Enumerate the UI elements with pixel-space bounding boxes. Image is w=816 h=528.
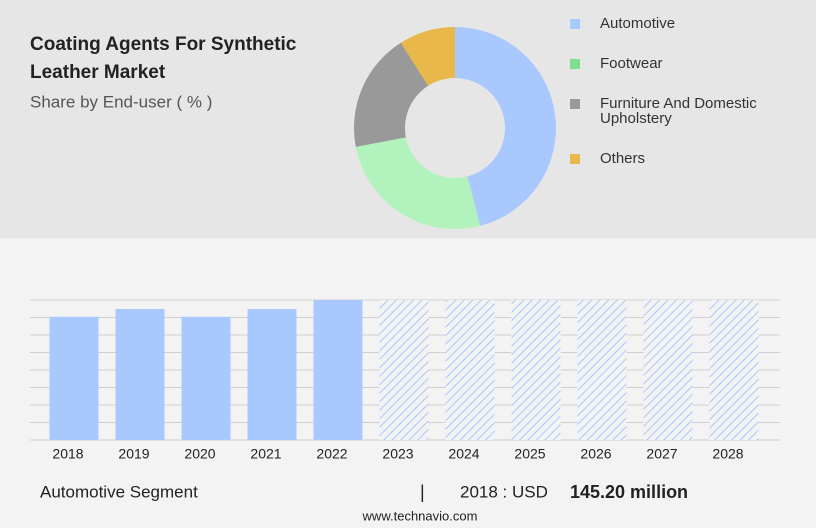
legend-item: Automotive bbox=[570, 16, 810, 31]
x-tick-label: 2023 bbox=[382, 446, 413, 462]
x-tick-label: 2025 bbox=[514, 446, 545, 462]
legend-label: Furniture And Domestic Upholstery bbox=[600, 95, 757, 127]
footer-separator: | bbox=[420, 482, 425, 502]
forecast-placeholder bbox=[379, 300, 429, 440]
forecast-placeholder bbox=[445, 300, 495, 440]
x-tick-label: 2019 bbox=[118, 446, 149, 462]
bar bbox=[313, 300, 363, 440]
legend-swatch bbox=[570, 99, 580, 109]
legend-swatch bbox=[570, 59, 580, 69]
x-tick-label: 2024 bbox=[448, 446, 479, 462]
x-tick-label: 2028 bbox=[712, 446, 743, 462]
bar bbox=[247, 308, 297, 440]
forecast-placeholder bbox=[643, 300, 693, 440]
legend-item: Footwear bbox=[570, 56, 810, 71]
donut-segment bbox=[354, 42, 429, 147]
forecast-placeholder bbox=[709, 300, 759, 440]
legend-label: Others bbox=[600, 150, 646, 167]
legend-swatch bbox=[570, 19, 580, 29]
bar bbox=[49, 316, 99, 440]
legend-swatch bbox=[570, 154, 580, 164]
footer-value: 145.20 million bbox=[570, 482, 688, 502]
legend: Automotive Footwear Furniture And Domestic… bbox=[570, 16, 810, 191]
donut-segment bbox=[400, 27, 455, 86]
donut-segment bbox=[455, 27, 556, 226]
footer-year: 2018 : USD bbox=[460, 482, 548, 501]
forecast-placeholder bbox=[577, 300, 627, 440]
x-tick-label: 2021 bbox=[250, 446, 281, 462]
legend-item: Furniture And Domestic Upholstery bbox=[570, 96, 810, 126]
bar bbox=[115, 308, 165, 440]
legend-label: Automotive bbox=[600, 15, 676, 32]
bar bbox=[181, 316, 231, 440]
x-tick-label: 2022 bbox=[316, 446, 347, 462]
x-tick-label: 2026 bbox=[580, 446, 611, 462]
chart-title: Coating Agents For Synthetic Leather Mark… bbox=[30, 34, 297, 83]
x-tick-label: 2018 bbox=[52, 446, 83, 462]
chart-subtitle: Share by End-user ( % ) bbox=[30, 92, 212, 111]
x-tick-label: 2027 bbox=[646, 446, 677, 462]
donut-segment bbox=[355, 137, 481, 229]
x-tick-label: 2020 bbox=[184, 446, 215, 462]
forecast-placeholder bbox=[511, 300, 561, 440]
legend-label: Footwear bbox=[600, 55, 663, 72]
legend-item: Others bbox=[570, 151, 810, 166]
footer-source: www.technavio.com bbox=[362, 508, 478, 523]
footer-segment: Automotive Segment bbox=[40, 482, 198, 501]
